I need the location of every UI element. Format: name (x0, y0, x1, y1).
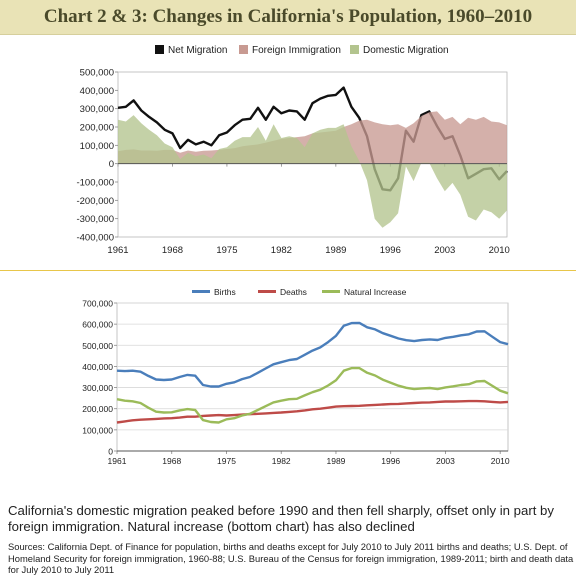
legend-label-foreign-immigration: Foreign Immigration (252, 45, 341, 56)
y-tick-label: -300,000 (76, 214, 114, 225)
y-tick-label: 100,000 (80, 141, 114, 152)
y-tick-label: 300,000 (82, 383, 113, 393)
deaths-line (116, 399, 509, 424)
chart-title: Chart 2 & 3: Changes in California's Pop… (43, 6, 533, 27)
y-tick-label: 100,000 (82, 425, 113, 435)
legend-label-births: Births (214, 287, 236, 297)
y-tick-label: -100,000 (76, 178, 114, 189)
title-bar: Chart 2 & 3: Changes in California's Pop… (0, 0, 576, 35)
x-tick-label: 1996 (381, 456, 400, 466)
y-tick-label: 200,000 (80, 123, 114, 134)
migration-chart: 500,000 400,000 300,000 200,000 100,000 0 -100… (76, 45, 510, 256)
legend-swatch-domestic-migration (350, 45, 359, 54)
x-tick-label: 1961 (108, 456, 127, 466)
y-tick-label: 0 (109, 159, 114, 170)
y-tick-label: 200,000 (82, 404, 113, 414)
legend-label-deaths: Deaths (280, 287, 307, 297)
y-tick-label: 500,000 (80, 68, 114, 79)
legend-label-domestic-migration: Domestic Migration (363, 45, 449, 56)
x-tick-label: 2010 (489, 245, 510, 256)
x-tick-label: 1982 (271, 245, 292, 256)
y-tick-label: 500,000 (82, 341, 113, 351)
chart-caption: California's domestic migration peaked b… (8, 503, 554, 534)
x-tick-label: 1961 (107, 245, 128, 256)
legend-label-net-migration: Net Migration (168, 45, 227, 56)
x-tick-label: 1968 (162, 456, 181, 466)
chart-divider (0, 270, 576, 271)
y-tick-label: 400,000 (80, 86, 114, 97)
y-tick-label: -200,000 (76, 196, 114, 207)
natural-increase-chart: 700,000 600,000 500,000 400,000 300,000 200,0… (82, 287, 510, 466)
x-tick-label: 2010 (491, 456, 510, 466)
births-line (116, 321, 509, 388)
y-tick-label: 300,000 (80, 104, 114, 115)
x-tick-label: 1996 (380, 245, 401, 256)
legend-label-natural-increase: Natural Increase (344, 287, 407, 297)
x-tick-label: 1968 (162, 245, 183, 256)
y-tick-label: -400,000 (76, 233, 114, 244)
x-tick-label: 2003 (436, 456, 455, 466)
x-tick-label: 1975 (217, 456, 236, 466)
x-tick-label: 1989 (326, 456, 345, 466)
y-tick-label: 700,000 (82, 299, 113, 309)
y-tick-label: 0 (108, 447, 113, 457)
natural-increase-line (116, 366, 509, 424)
y-tick-label: 400,000 (82, 362, 113, 372)
sources-note: Sources: California Dept. of Finance for… (8, 541, 574, 575)
legend-swatch-foreign-immigration (239, 45, 248, 54)
domestic-migration-area (118, 115, 507, 228)
x-tick-label: 1989 (325, 245, 346, 256)
legend-swatch-net-migration (155, 45, 164, 54)
x-tick-label: 2003 (434, 245, 455, 256)
y-tick-label: 600,000 (82, 320, 113, 330)
x-tick-label: 1975 (216, 245, 237, 256)
x-tick-label: 1982 (272, 456, 291, 466)
